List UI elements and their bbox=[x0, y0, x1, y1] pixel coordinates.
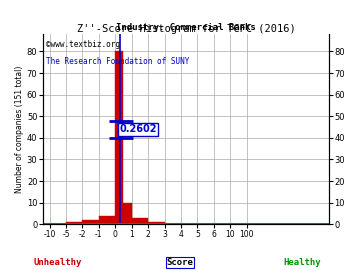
Title: Z''-Score Histogram for TCFC (2016): Z''-Score Histogram for TCFC (2016) bbox=[77, 24, 295, 34]
Y-axis label: Number of companies (151 total): Number of companies (151 total) bbox=[15, 66, 24, 193]
Bar bbox=[148, 222, 165, 224]
Text: 0.2602: 0.2602 bbox=[120, 124, 157, 134]
Bar bbox=[82, 220, 99, 224]
Bar bbox=[66, 222, 82, 224]
Text: Score: Score bbox=[167, 258, 193, 267]
Text: Unhealthy: Unhealthy bbox=[33, 258, 82, 267]
Bar bbox=[115, 52, 123, 224]
Bar bbox=[99, 216, 115, 224]
Bar bbox=[123, 203, 132, 224]
Text: Healthy: Healthy bbox=[284, 258, 321, 267]
Bar bbox=[132, 218, 148, 224]
Text: The Research Foundation of SUNY: The Research Foundation of SUNY bbox=[46, 57, 189, 66]
Text: Industry: Commercial Banks: Industry: Commercial Banks bbox=[116, 23, 256, 32]
Text: ©www.textbiz.org: ©www.textbiz.org bbox=[46, 40, 120, 49]
